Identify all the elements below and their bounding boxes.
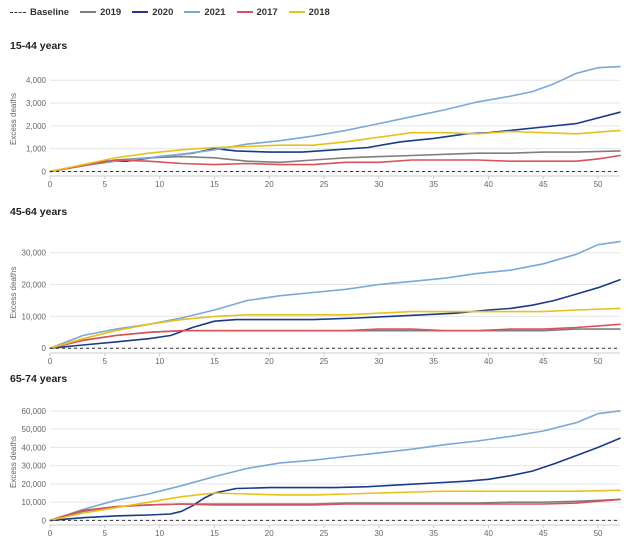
panel-65-74: 65-74 years 0 10,000 20,000 30,000 40,000 50,… bbox=[0, 373, 635, 537]
y-tick-label: 40,000 bbox=[22, 443, 47, 452]
y-tick-label: 60,000 bbox=[22, 407, 47, 416]
chart-15-44: 0 1,000 2,000 3,000 4,000 0 5 10 15 20 25 30 35 40 45 5… bbox=[9, 65, 621, 189]
series-line-2017 bbox=[49, 154, 621, 173]
y-tick-label: 30,000 bbox=[22, 462, 47, 471]
series-line-2021 bbox=[49, 410, 621, 522]
y-tick-label: 0 bbox=[42, 344, 47, 353]
series-line-2021 bbox=[49, 240, 621, 349]
legend-item-2020[interactable]: 2020 bbox=[132, 7, 173, 18]
y-tick-label: 0 bbox=[42, 167, 47, 176]
x-tick-label: 30 bbox=[374, 529, 383, 537]
panel-title: 15-44 years bbox=[10, 40, 68, 52]
chart-45-64: 0 10,000 20,000 30,000 0 5 10 15 20 25 30 35 40 45 50 E… bbox=[9, 240, 621, 366]
panel-45-64: 45-64 years 0 10,000 20,000 30,000 0 5 10 15 20 2… bbox=[0, 206, 635, 366]
legend-label: 2019 bbox=[100, 6, 122, 18]
x-tick-label: 5 bbox=[103, 357, 108, 366]
x-tick-label: 15 bbox=[210, 357, 219, 366]
series-line-2019 bbox=[49, 328, 621, 349]
panel-15-44: 15-44 years 0 1,000 2,000 3,000 4,000 0 5 10 15 2… bbox=[0, 40, 635, 190]
x-tick-label: 50 bbox=[594, 180, 603, 189]
x-tick-label: 25 bbox=[320, 180, 329, 189]
panel-title: 65-74 years bbox=[10, 373, 68, 385]
y-tick-label: 4,000 bbox=[26, 76, 47, 85]
y-tick-label: 50,000 bbox=[22, 425, 47, 434]
series-line-2018 bbox=[49, 129, 621, 173]
y-tick-label: 10,000 bbox=[22, 498, 47, 507]
legend-swatch bbox=[288, 11, 305, 13]
legend-swatch bbox=[10, 11, 26, 13]
x-tick-label: 35 bbox=[429, 529, 438, 537]
x-tick-label: 40 bbox=[484, 529, 493, 537]
y-tick-label: 20,000 bbox=[22, 281, 47, 290]
series-line-2020 bbox=[49, 437, 621, 522]
y-axis-label: Excess deaths bbox=[9, 436, 18, 488]
x-tick-label: 35 bbox=[429, 180, 438, 189]
x-tick-label: 45 bbox=[539, 180, 548, 189]
x-tick-label: 20 bbox=[265, 180, 274, 189]
x-tick-label: 20 bbox=[265, 357, 274, 366]
legend-item-baseline[interactable]: Baseline bbox=[10, 7, 69, 18]
x-tick-label: 25 bbox=[320, 529, 329, 537]
legend-label: 2017 bbox=[256, 6, 278, 18]
legend-label: 2018 bbox=[308, 6, 330, 18]
x-tick-label: 50 bbox=[594, 357, 603, 366]
x-tick-label: 0 bbox=[48, 180, 53, 189]
y-tick-label: 2,000 bbox=[26, 122, 47, 131]
chart-65-74: 0 10,000 20,000 30,000 40,000 50,000 60,000 0 5 1… bbox=[9, 407, 621, 537]
y-tick-label: 20,000 bbox=[22, 480, 47, 489]
x-tick-label: 5 bbox=[103, 180, 108, 189]
panel-title: 45-64 years bbox=[10, 206, 68, 218]
series-line-2020 bbox=[49, 278, 621, 349]
legend-swatch bbox=[236, 11, 253, 13]
series-line-2018 bbox=[49, 489, 621, 522]
y-tick-label: 10,000 bbox=[22, 312, 47, 321]
legend-swatch bbox=[184, 11, 201, 13]
legend-swatch bbox=[80, 11, 97, 13]
x-tick-label: 35 bbox=[429, 357, 438, 366]
legend-item-2017[interactable]: 2017 bbox=[236, 6, 278, 18]
y-tick-label: 30,000 bbox=[22, 249, 47, 258]
x-tick-label: 10 bbox=[155, 529, 164, 537]
x-tick-label: 25 bbox=[320, 357, 329, 366]
series-line-2017 bbox=[49, 498, 621, 522]
x-tick-label: 15 bbox=[210, 529, 219, 537]
x-tick-label: 15 bbox=[210, 180, 219, 189]
series-line-2021 bbox=[49, 65, 621, 173]
legend-item-2018[interactable]: 2018 bbox=[288, 6, 330, 18]
x-tick-label: 30 bbox=[374, 357, 383, 366]
legend-label: Baseline bbox=[30, 6, 70, 18]
y-tick-label: 0 bbox=[42, 516, 47, 525]
legend-item-2021[interactable]: 2021 bbox=[184, 6, 226, 18]
x-tick-label: 30 bbox=[374, 180, 383, 189]
x-tick-label: 0 bbox=[48, 529, 53, 537]
x-tick-label: 45 bbox=[539, 357, 548, 366]
x-tick-label: 10 bbox=[155, 357, 164, 366]
x-tick-label: 45 bbox=[539, 529, 548, 537]
y-axis-label: Excess deaths bbox=[9, 266, 18, 318]
legend-label: 2020 bbox=[152, 6, 174, 18]
x-tick-label: 0 bbox=[48, 357, 53, 366]
legend-swatch bbox=[132, 11, 149, 13]
legend: Baseline 2019 2020 2021 2017 2018 bbox=[10, 5, 341, 19]
y-tick-label: 3,000 bbox=[26, 99, 47, 108]
x-tick-label: 5 bbox=[103, 529, 108, 537]
x-tick-label: 50 bbox=[594, 529, 603, 537]
y-axis-label: Excess deaths bbox=[9, 93, 18, 145]
series-line-2018 bbox=[49, 307, 621, 349]
x-tick-label: 10 bbox=[155, 180, 164, 189]
series-line-2017 bbox=[49, 323, 621, 349]
x-tick-label: 40 bbox=[484, 180, 493, 189]
y-tick-label: 1,000 bbox=[26, 145, 47, 154]
x-tick-label: 40 bbox=[484, 357, 493, 366]
legend-item-2019[interactable]: 2019 bbox=[80, 7, 121, 18]
legend-label: 2021 bbox=[204, 6, 226, 18]
x-tick-label: 20 bbox=[265, 529, 274, 537]
